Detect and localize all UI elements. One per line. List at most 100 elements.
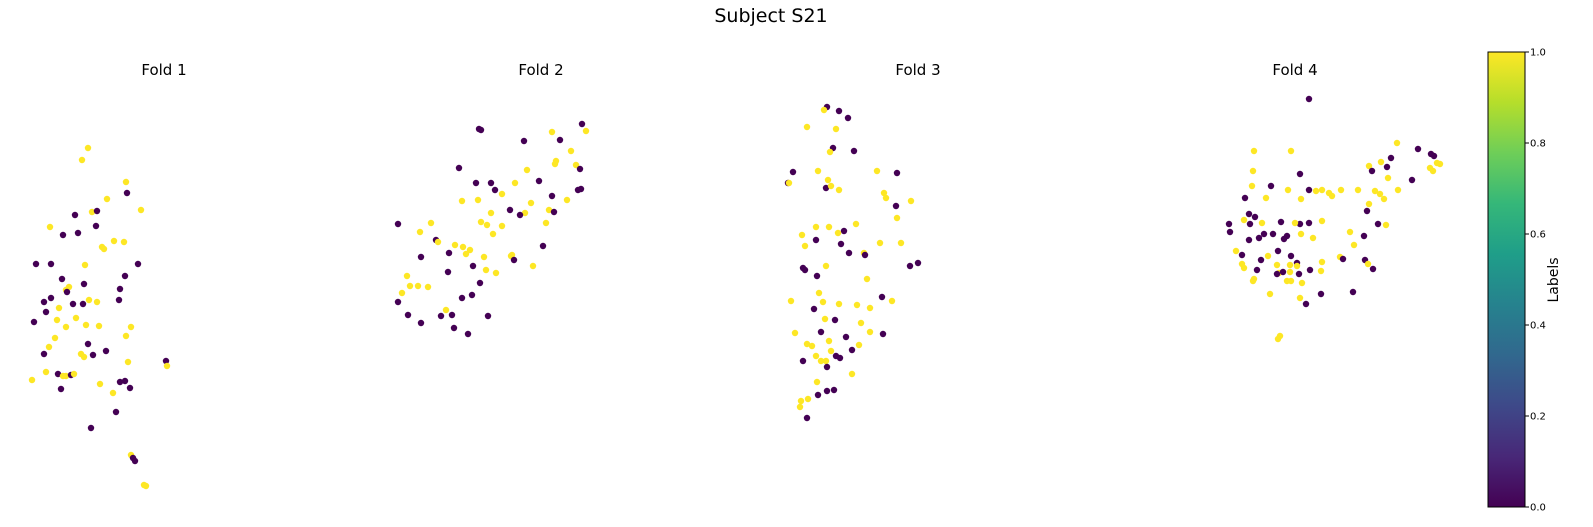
- scatter-point: [826, 148, 834, 156]
- scatter-point: [462, 250, 470, 258]
- scatter-point: [822, 357, 830, 365]
- scatter-point: [574, 186, 582, 194]
- scatter-point: [827, 182, 835, 190]
- scatter-point: [469, 262, 477, 270]
- scatter-point: [1249, 167, 1257, 175]
- scatter-point: [450, 324, 458, 332]
- scatter-point: [548, 128, 556, 136]
- scatter-point: [812, 236, 820, 244]
- scatter-point: [817, 357, 825, 365]
- scatter-point: [1394, 186, 1402, 194]
- scatter-point: [1436, 160, 1444, 168]
- scatter-point: [1274, 247, 1282, 255]
- scatter-point: [879, 330, 887, 338]
- scatter-point: [477, 126, 485, 134]
- subplot-fold-3: Fold 3: [784, 61, 941, 422]
- scatter-point: [1287, 147, 1295, 155]
- scatter-point: [848, 346, 856, 354]
- scatter-point: [1297, 230, 1305, 238]
- scatter-point: [484, 312, 492, 320]
- scatter-points-fold-2: [394, 120, 590, 338]
- scatter-point: [516, 211, 524, 219]
- scatter-point: [42, 368, 50, 376]
- scatter-point: [798, 231, 806, 239]
- scatter-point: [96, 380, 104, 388]
- scatter-point: [59, 231, 67, 239]
- subplot-title-fold-3: Fold 3: [895, 61, 940, 79]
- scatter-point: [480, 253, 488, 261]
- scatter-point: [1260, 230, 1268, 238]
- scatter-point: [914, 259, 922, 267]
- scatter-point: [550, 208, 558, 216]
- scatter-point: [1280, 235, 1288, 243]
- scatter-point: [1296, 294, 1304, 302]
- scatter-point: [827, 347, 835, 355]
- scatter-point: [840, 227, 848, 235]
- scatter-point: [1225, 220, 1233, 228]
- scatter-point: [47, 294, 55, 302]
- scatter-point: [403, 272, 411, 280]
- scatter-point: [812, 352, 820, 360]
- scatter-point: [455, 164, 463, 172]
- scatter-point: [417, 319, 425, 327]
- scatter-point: [539, 242, 547, 250]
- scatter-point: [1302, 300, 1310, 308]
- scatter-point: [1365, 162, 1373, 170]
- scatter-point: [1293, 262, 1301, 270]
- scatter-point: [803, 123, 811, 131]
- scatter-point: [1328, 192, 1336, 200]
- scatter-point: [529, 262, 537, 270]
- scatter-point: [63, 288, 71, 296]
- scatter-point: [116, 285, 124, 293]
- scatter-point: [85, 296, 93, 304]
- scatter-point: [142, 482, 150, 490]
- scatter-point: [1253, 266, 1261, 274]
- scatter-point: [71, 211, 79, 219]
- scatter-point: [476, 279, 484, 287]
- scatter-point: [472, 179, 480, 187]
- colorbar-tick-label: 0.4: [1530, 321, 1546, 332]
- scatter-point: [1266, 290, 1274, 298]
- scatter-point: [888, 297, 896, 305]
- scatter-point: [416, 228, 424, 236]
- scatter-point: [483, 221, 491, 229]
- scatter-point: [813, 378, 821, 386]
- scatter-point: [474, 196, 482, 204]
- scatter-point: [787, 297, 795, 305]
- scatter-point: [576, 165, 584, 173]
- scatter-point: [92, 222, 100, 230]
- scatter-point: [414, 282, 422, 290]
- scatter-point: [120, 238, 128, 246]
- scatter-point: [852, 220, 860, 228]
- scatter-point: [824, 176, 832, 184]
- scatter-point: [863, 275, 871, 283]
- scatter-point: [817, 328, 825, 336]
- scatter-point: [53, 316, 61, 324]
- scatter-point: [1371, 187, 1379, 195]
- subplot-fold-2: Fold 2: [394, 61, 590, 338]
- scatter-point: [831, 316, 839, 324]
- scatter-point: [126, 384, 134, 392]
- scatter-point: [1250, 147, 1258, 155]
- scatter-point: [1240, 264, 1248, 272]
- scatter-point: [848, 370, 856, 378]
- scatter-point: [492, 269, 500, 277]
- scatter-point: [572, 161, 580, 169]
- scatter-point: [892, 202, 900, 210]
- figure-title: Subject S21: [714, 5, 827, 27]
- scatter-point: [582, 127, 590, 135]
- scatter-point: [813, 272, 821, 280]
- scatter-point: [57, 385, 65, 393]
- scatter-point: [1238, 251, 1246, 259]
- scatter-point: [45, 343, 53, 351]
- scatter-point: [123, 189, 131, 197]
- scatter-point: [42, 308, 50, 316]
- scatter-point: [1296, 170, 1304, 178]
- scatter-point: [1245, 236, 1253, 244]
- scatter-point: [820, 106, 828, 114]
- scatter-point: [1273, 261, 1281, 269]
- scatter-point: [444, 268, 452, 276]
- scatter-point: [1374, 220, 1382, 228]
- scatter-point: [1248, 182, 1256, 190]
- scatter-point: [93, 298, 101, 306]
